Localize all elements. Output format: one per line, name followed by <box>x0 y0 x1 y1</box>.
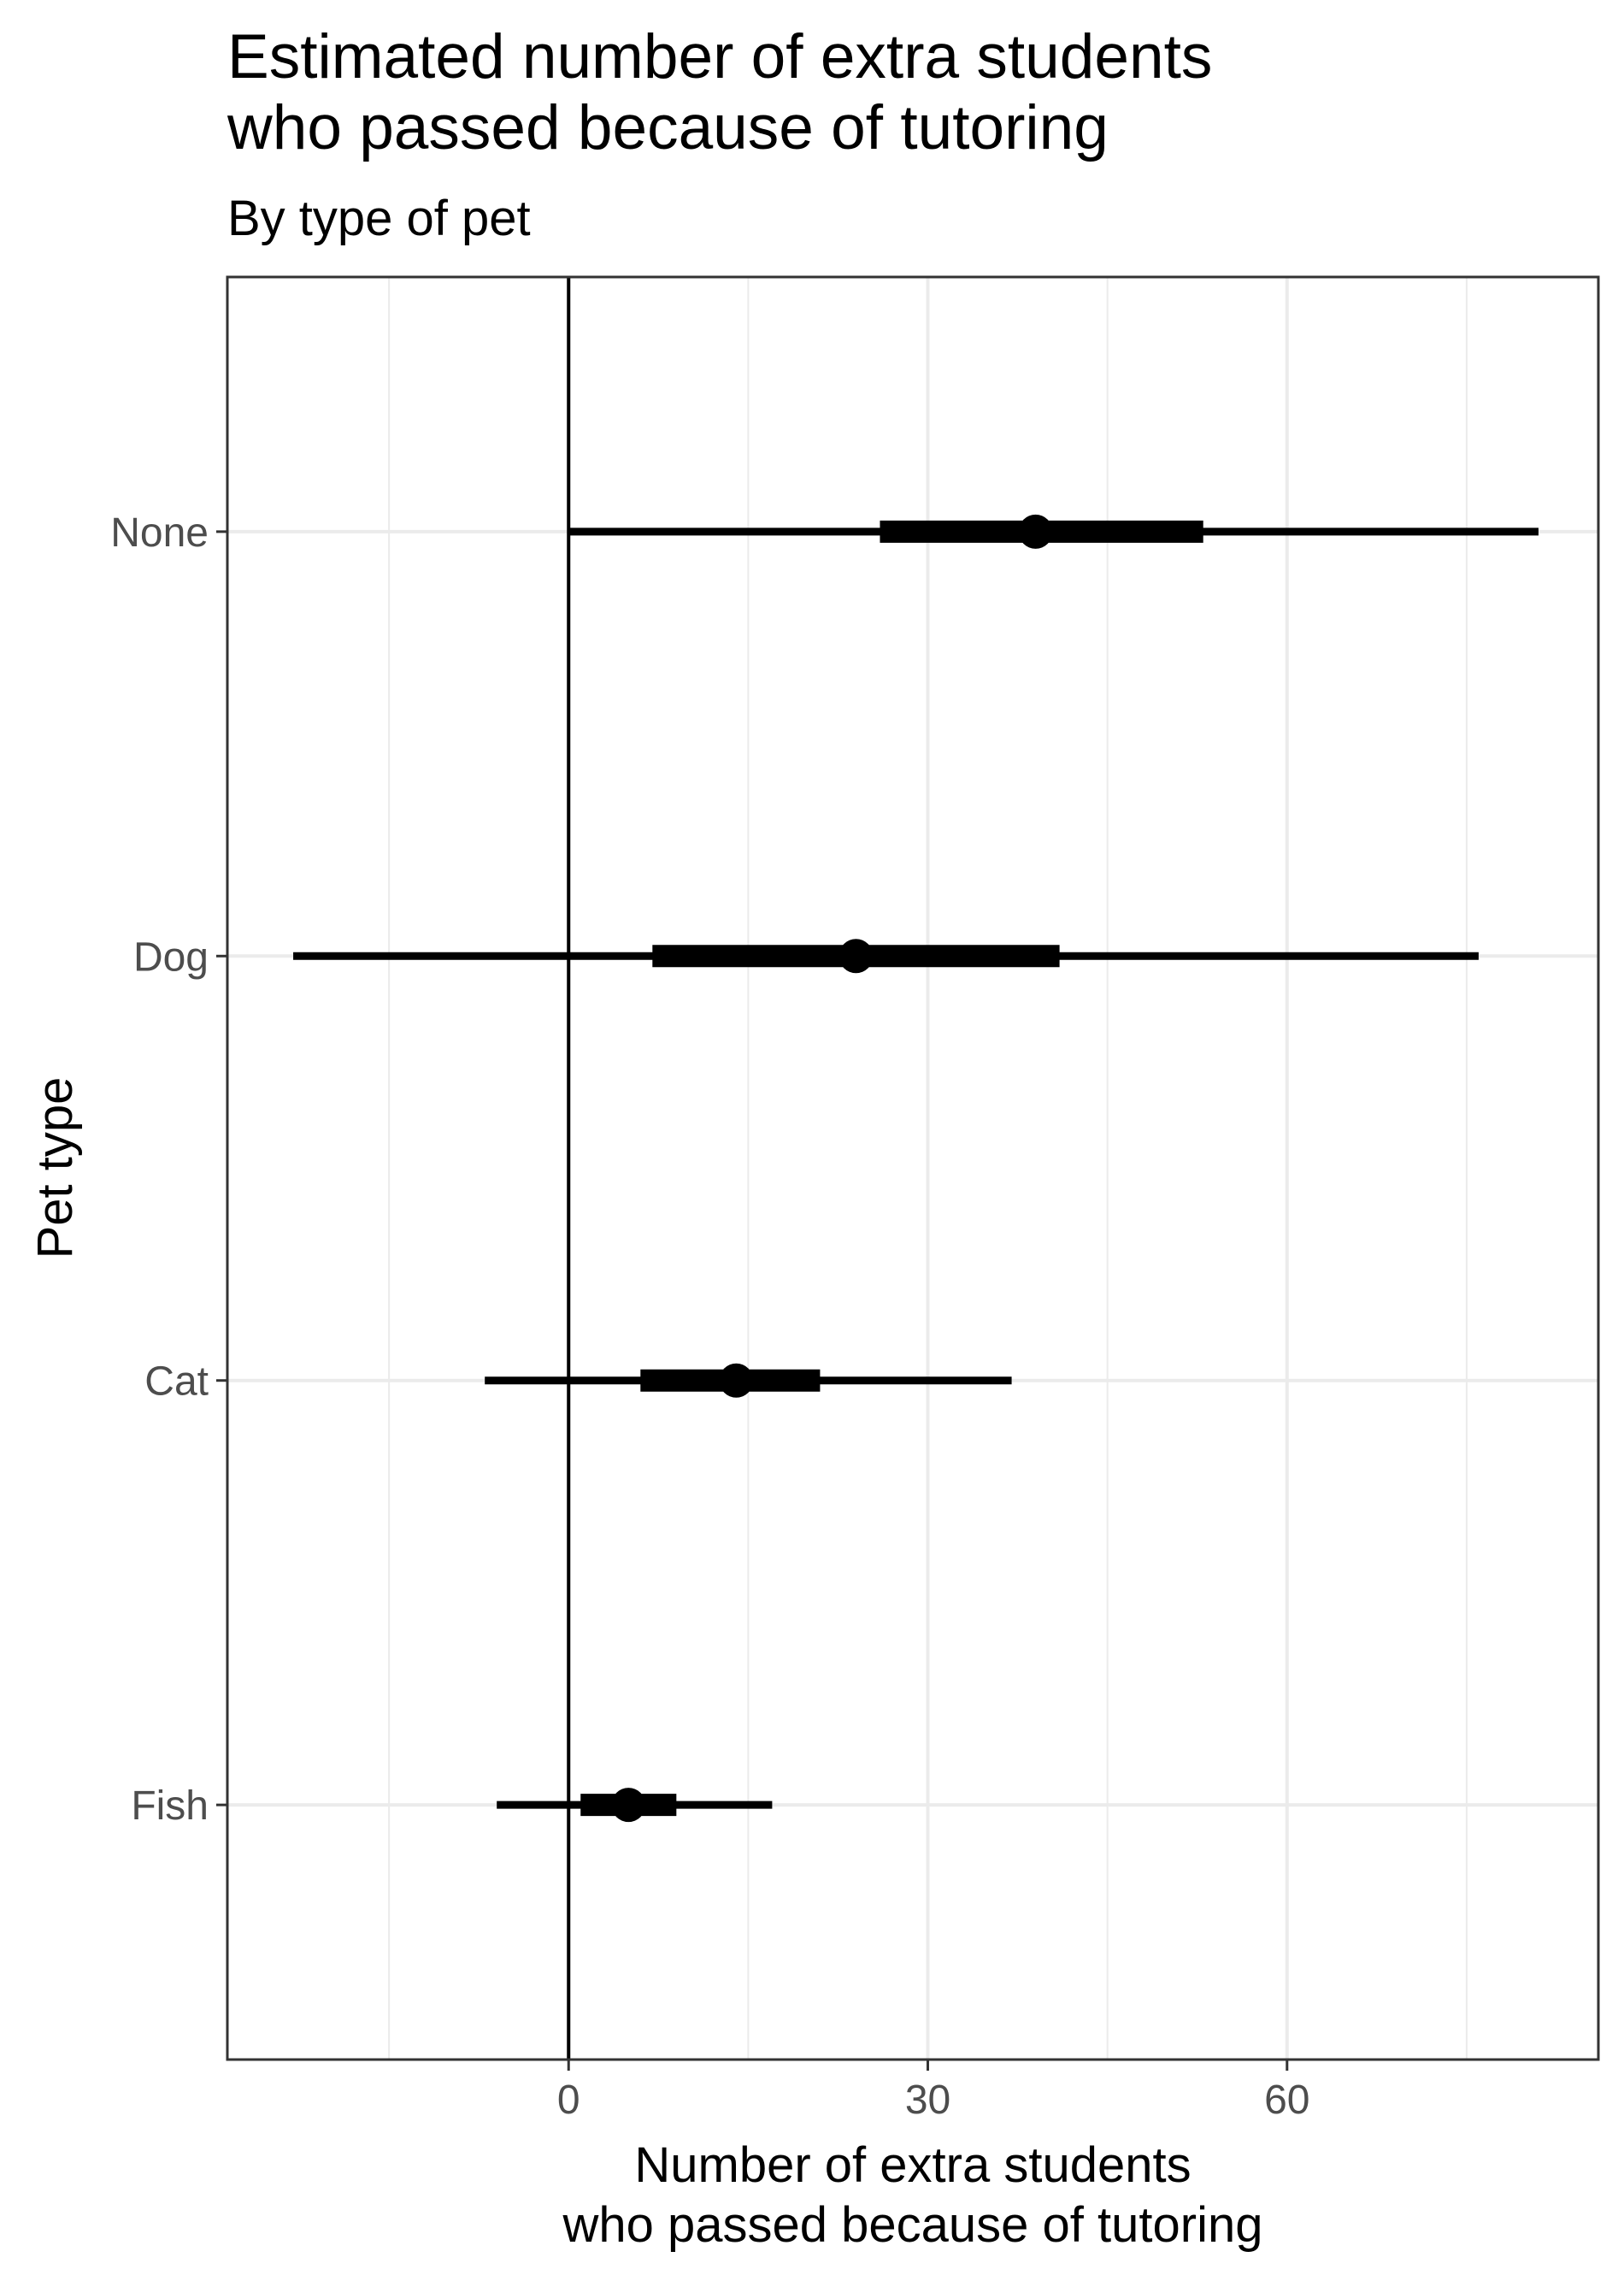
y-tick-label-fish: Fish <box>131 1783 209 1829</box>
point-estimate-none <box>1018 514 1053 549</box>
x-axis-title-line-1: Number of extra students <box>634 2137 1191 2193</box>
panel-border <box>226 275 1600 2061</box>
y-tick-label-none: None <box>110 510 209 556</box>
point-estimate-fish <box>611 1788 646 1823</box>
y-tick-label-dog: Dog <box>133 934 209 980</box>
x-tick-label: 0 <box>557 2078 580 2123</box>
x-tick-label: 30 <box>905 2078 950 2123</box>
point-estimate-dog <box>838 939 874 974</box>
axis-layer: 0 30 60 None Dog Cat Fish <box>110 510 1309 2123</box>
marks-layer <box>293 514 1539 1823</box>
grid-layer <box>227 277 1598 2060</box>
chart-title-line-1: Estimated number of extra students <box>227 22 1212 91</box>
y-axis-title: Pet type <box>27 1077 83 1259</box>
x-axis-title-line-2: who passed because of tutoring <box>562 2197 1263 2253</box>
chart-subtitle: By type of pet <box>227 191 531 246</box>
point-estimate-cat <box>719 1363 754 1398</box>
y-tick-label-cat: Cat <box>144 1359 209 1405</box>
x-tick-label: 60 <box>1264 2078 1309 2123</box>
chart-title-line-2: who passed because of tutoring <box>227 93 1109 162</box>
